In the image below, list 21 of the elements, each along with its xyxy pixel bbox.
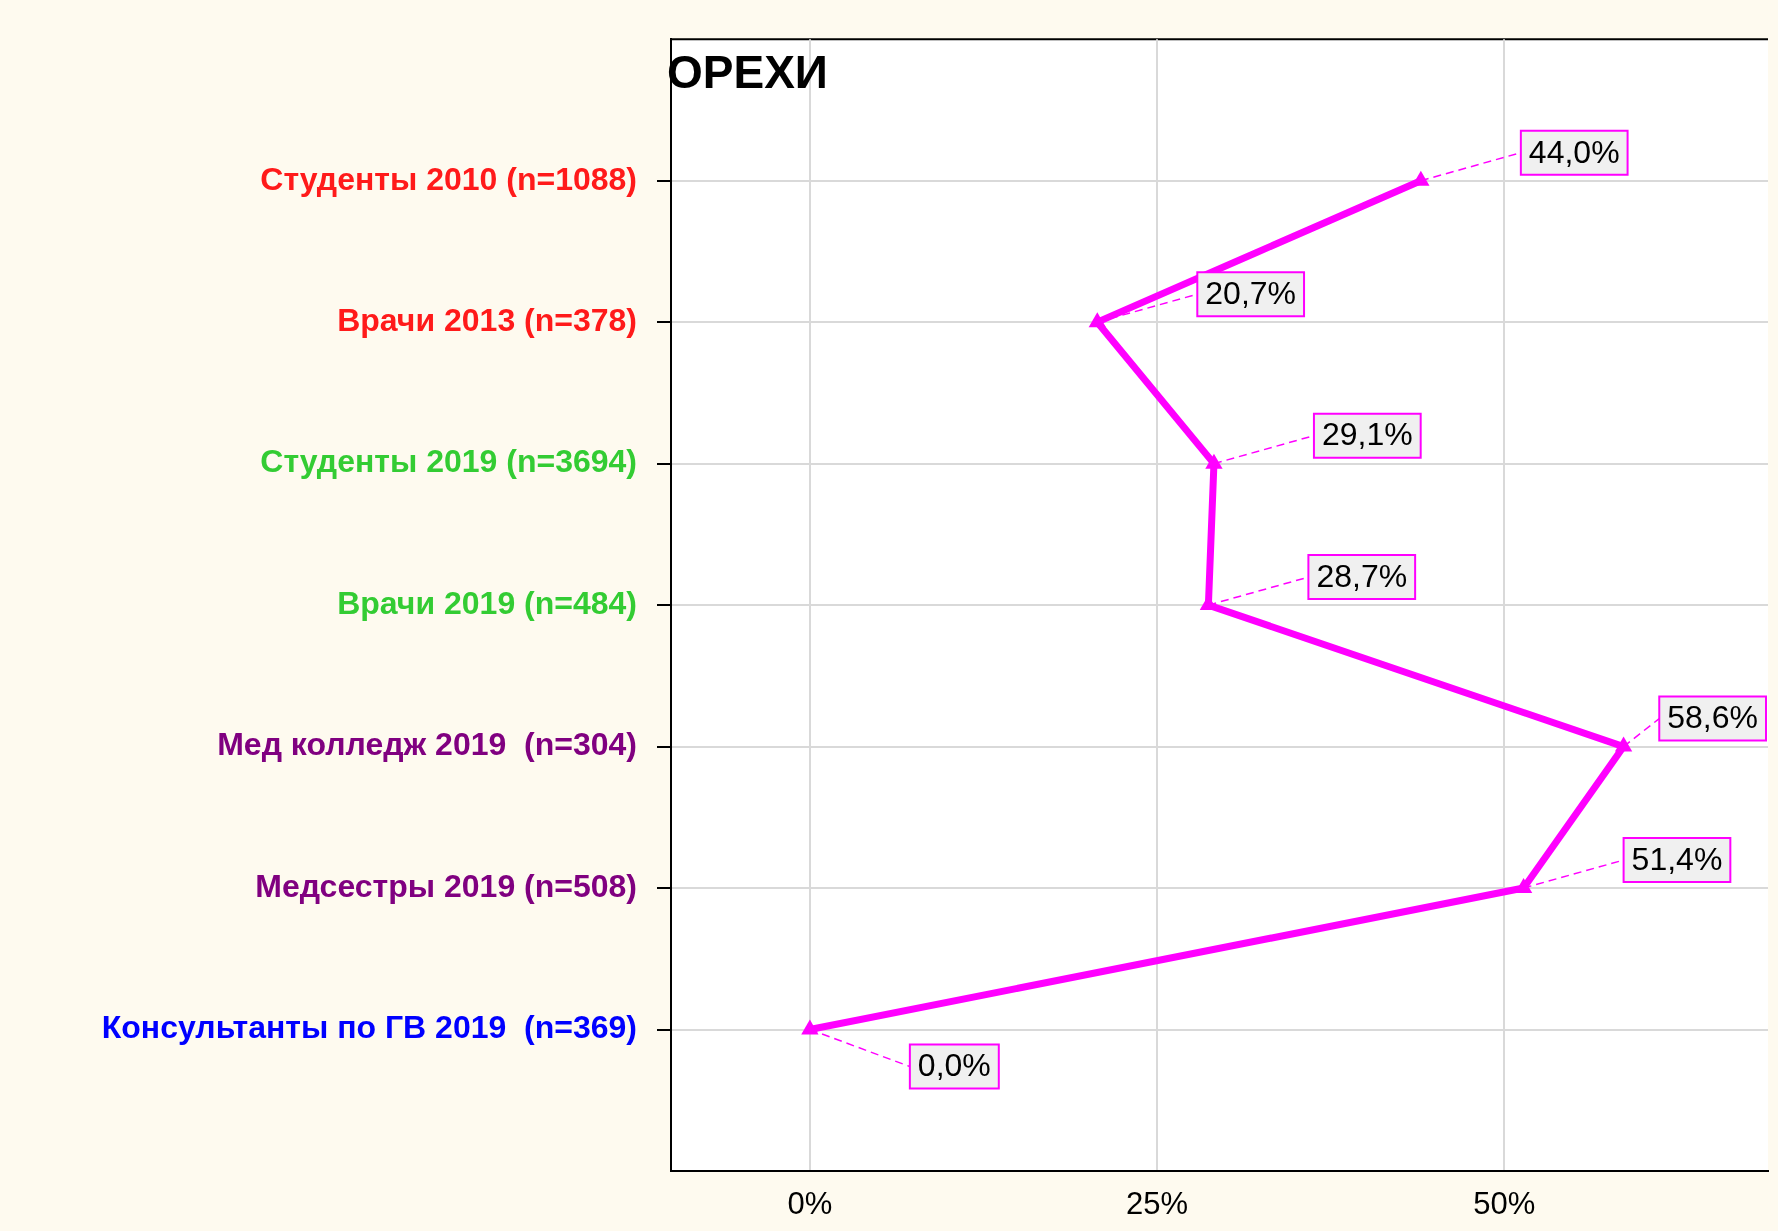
x-tick-label: 25% bbox=[1125, 1186, 1189, 1222]
data-label: 0,0% bbox=[917, 1047, 991, 1084]
data-label: 51,4% bbox=[1631, 840, 1723, 877]
data-label: 44,0% bbox=[1528, 133, 1620, 170]
x-tick-label: 0% bbox=[787, 1186, 833, 1222]
y-tick-label: Студенты 2019 (n=3694) bbox=[260, 443, 637, 480]
point bbox=[801, 1019, 819, 1035]
data-label: 58,6% bbox=[1667, 699, 1758, 736]
point bbox=[1205, 453, 1223, 469]
point bbox=[1088, 312, 1106, 328]
data-label: 28,7% bbox=[1316, 557, 1408, 594]
y-tick-label: Студенты 2010 (n=1088) bbox=[260, 160, 637, 197]
point bbox=[1614, 736, 1633, 752]
y-tick-label: Консультанты по ГВ 2019 (n=369) bbox=[101, 1009, 637, 1046]
y-tick-label: Медсестры 2019 (n=508) bbox=[255, 867, 637, 904]
y-tick-label: Мед колледж 2019 (n=304) bbox=[217, 726, 637, 763]
data-label: 29,1% bbox=[1321, 416, 1413, 453]
data-label: 20,7% bbox=[1205, 274, 1297, 311]
y-tick-label: Врачи 2019 (n=484) bbox=[337, 584, 637, 621]
x-tick-label: 50% bbox=[1473, 1186, 1536, 1222]
y-tick-label: Врачи 2013 (n=378) bbox=[337, 301, 637, 338]
